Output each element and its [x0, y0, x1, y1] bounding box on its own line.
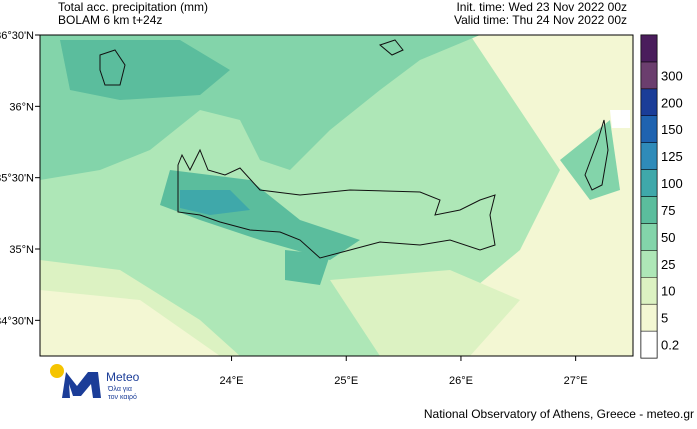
- colorbar-box: [640, 169, 658, 197]
- colorbar-label: 300: [661, 68, 683, 83]
- logo: Meteo Όλα για τον καιρό: [50, 364, 140, 401]
- y-tick-label: 35°30'N: [0, 173, 34, 185]
- logo-name: Meteo: [106, 370, 140, 384]
- x-tick-label: 24°E: [220, 375, 244, 387]
- footer: National Observatory of Athens, Greece -…: [424, 407, 694, 421]
- colorbar-box: [640, 277, 658, 305]
- logo-mark: [62, 372, 101, 398]
- y-tick-label: 36°30'N: [0, 30, 34, 42]
- title-line: Total acc. precipitation (mm): [58, 0, 208, 14]
- logo-tagline: Όλα για: [107, 386, 132, 393]
- colorbar-label: 75: [661, 203, 675, 218]
- colorbar-box: [640, 223, 658, 251]
- colorbar-box: [640, 61, 658, 90]
- colorbar-label: 5: [661, 311, 668, 326]
- colorbar-box: [640, 330, 658, 359]
- colorbar-label: 50: [661, 230, 675, 245]
- precip-field: [40, 35, 633, 356]
- y-tick-label: 34°30'N: [0, 315, 34, 327]
- time-line: Valid time: Thu 24 Nov 2022 00z: [454, 13, 627, 27]
- colorbar-label: 10: [661, 284, 675, 299]
- y-tick-label: 35°N: [9, 244, 34, 256]
- logo-sun: [50, 364, 64, 378]
- colorbar-box: [640, 115, 658, 143]
- colorbar-box: [640, 303, 658, 332]
- x-tick-label: 25°E: [334, 375, 358, 387]
- colorbar-label: 150: [661, 122, 683, 137]
- colorbar-box: [640, 196, 658, 224]
- colorbar-label: 100: [661, 176, 683, 191]
- time-line: Init. time: Wed 23 Nov 2022 00z: [456, 0, 627, 14]
- colorbar-box: [640, 34, 658, 63]
- colorbar-box: [640, 250, 658, 278]
- x-tick-label: 27°E: [564, 375, 588, 387]
- colorbar-label: 25: [661, 257, 675, 272]
- y-tick-label: 36°N: [9, 101, 34, 113]
- colorbar-box: [640, 88, 658, 117]
- title-line: BOLAM 6 km t+24z: [58, 13, 162, 27]
- colorbar-label: 125: [661, 149, 683, 164]
- colorbar-box: [640, 142, 658, 170]
- map-frame: [39, 34, 634, 357]
- x-tick-label: 26°E: [449, 375, 473, 387]
- colorbar-label: 0.2: [661, 338, 679, 353]
- logo-tagline: τον καιρό: [108, 393, 137, 401]
- colorbar-label: 200: [661, 95, 683, 110]
- coastline: [99, 39, 609, 259]
